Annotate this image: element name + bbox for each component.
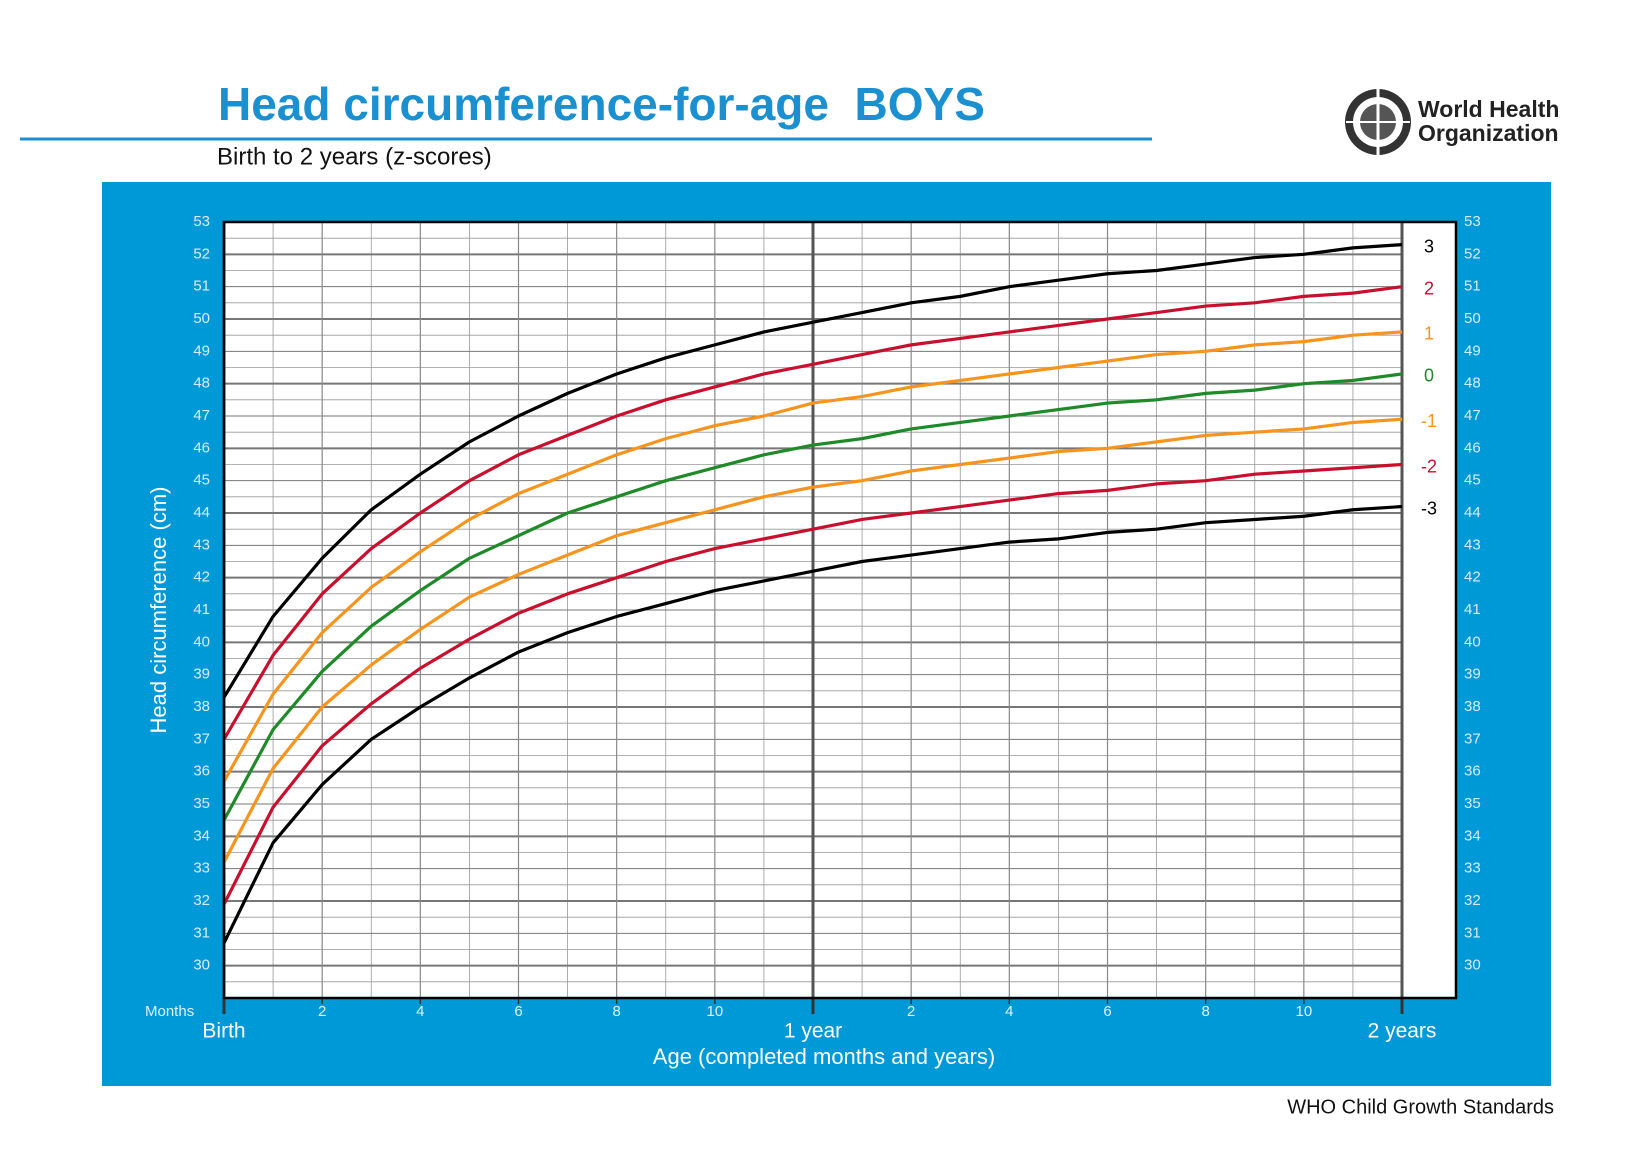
series-line: [222, 285, 1403, 741]
y-tick-label: 49: [1464, 342, 1481, 359]
x-axis-title: Age (completed months and years): [653, 1044, 995, 1069]
series-label: -1: [1421, 411, 1437, 431]
y-tick-label: 32: [1464, 892, 1481, 909]
series-label: -3: [1421, 498, 1437, 518]
y-tick-label: 34: [193, 827, 210, 844]
series-label: -2: [1421, 456, 1437, 476]
y-tick-label: 33: [193, 860, 210, 877]
y-tick-label: 42: [193, 569, 210, 586]
x-tick-label: 6: [514, 1003, 522, 1020]
x-tick-label: Birth: [202, 1020, 245, 1043]
y-tick-label: 31: [1464, 924, 1481, 941]
x-tick-label: 1 year: [784, 1020, 842, 1043]
y-tick-label: 47: [193, 407, 210, 424]
series-line: [222, 372, 1403, 821]
y-tick-label: 30: [193, 957, 210, 974]
y-tick-label: 49: [193, 342, 210, 359]
y-tick-label: 45: [193, 472, 210, 489]
x-unit-label: Months: [145, 1003, 194, 1020]
chart-title: Head circumference-for-age BOYS: [218, 78, 985, 130]
y-tick-label: 39: [193, 666, 210, 683]
y-tick-label: 37: [1464, 730, 1481, 747]
x-tick-label: 8: [1201, 1003, 1209, 1020]
series-line: [222, 462, 1403, 905]
y-tick-label: 35: [193, 795, 210, 812]
y-tick-label: 47: [1464, 407, 1481, 424]
y-tick-label: 53: [193, 213, 210, 230]
plot-frame: [222, 220, 1458, 1000]
y-tick-label: 44: [1464, 504, 1481, 521]
y-tick-label: 40: [193, 633, 210, 650]
y-tick-label: 35: [1464, 795, 1481, 812]
y-tick-label: 48: [193, 375, 210, 392]
y-tick-label: 51: [1464, 278, 1481, 295]
series-line: [222, 504, 1403, 944]
y-tick-label: 45: [1464, 472, 1481, 489]
y-tick-label: 38: [193, 698, 210, 715]
footer: WHO Child Growth Standards: [1287, 1096, 1554, 1118]
x-tick-label: 10: [706, 1003, 723, 1020]
y-tick-label: 41: [193, 601, 210, 618]
y-tick-label: 30: [1464, 957, 1481, 974]
x-tick-label: 6: [1103, 1003, 1111, 1020]
y-tick-label: 48: [1464, 375, 1481, 392]
y-tick-label: 43: [1464, 536, 1481, 553]
y-tick-label: 31: [193, 924, 210, 941]
y-tick-label: 51: [193, 278, 210, 295]
x-tick-label: 4: [416, 1003, 424, 1020]
y-tick-label: 52: [193, 245, 210, 262]
x-tick-label: 10: [1295, 1003, 1312, 1020]
who-logo: [1345, 88, 1411, 156]
y-tick-label: 32: [193, 892, 210, 909]
y-tick-label: 44: [193, 504, 210, 521]
series-label: 0: [1424, 366, 1434, 386]
y-tick-label: 53: [1464, 213, 1481, 230]
y-tick-label: 37: [193, 730, 210, 747]
y-tick-label: 52: [1464, 245, 1481, 262]
y-tick-label: 40: [1464, 633, 1481, 650]
logo-text: World Health: [1418, 96, 1559, 122]
y-tick-label: 41: [1464, 601, 1481, 618]
y-tick-label: 50: [1464, 310, 1481, 327]
y-tick-label: 42: [1464, 569, 1481, 586]
y-tick-label: 34: [1464, 827, 1481, 844]
y-axis-title: Head circumference (cm): [146, 487, 171, 734]
series-label: 3: [1424, 236, 1434, 256]
y-tick-label: 50: [193, 310, 210, 327]
y-tick-label: 38: [1464, 698, 1481, 715]
y-tick-label: 36: [1464, 763, 1481, 780]
y-tick-label: 43: [193, 536, 210, 553]
series-label: 1: [1424, 324, 1434, 344]
chart-subtitle: Birth to 2 years (z-scores): [217, 143, 492, 170]
x-tick-label: 2: [318, 1003, 326, 1020]
series-line: [222, 330, 1403, 783]
y-tick-label: 36: [193, 763, 210, 780]
y-tick-label: 46: [193, 439, 210, 456]
y-tick-label: 33: [1464, 860, 1481, 877]
y-tick-label: 46: [1464, 439, 1481, 456]
y-tick-label: 39: [1464, 666, 1481, 683]
series-label: 2: [1424, 278, 1434, 298]
x-tick-label: 2: [907, 1003, 915, 1020]
series-line: [222, 417, 1403, 863]
series-line: [222, 243, 1403, 699]
x-tick-label: 2 years: [1368, 1020, 1437, 1043]
logo-text: Organization: [1418, 120, 1559, 146]
x-tick-label: 8: [612, 1003, 620, 1020]
x-tick-label: 4: [1005, 1003, 1013, 1020]
